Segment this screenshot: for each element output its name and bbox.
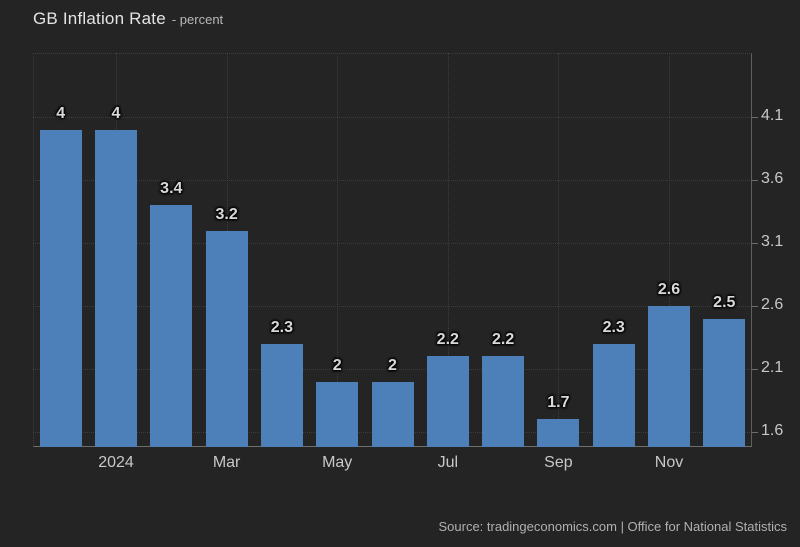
bar [592, 343, 635, 447]
bar-value-label: 2.2 [491, 331, 515, 349]
chart-title: GB Inflation Rate [33, 9, 166, 28]
x-tick-label: Sep [544, 454, 573, 471]
bar [482, 356, 525, 447]
x-tick-label: Jul [437, 454, 459, 471]
y-axis-tick [752, 306, 758, 307]
gridline-vertical [669, 53, 670, 447]
bar-value-label: 2.2 [436, 331, 459, 349]
bar-value-label: 2.6 [657, 281, 681, 298]
y-tick-label: 3.6 [761, 170, 784, 188]
bar-value-label: 4 [111, 104, 121, 122]
chart-subtitle: - percent [171, 12, 224, 27]
x-tick-label: Mar [212, 454, 241, 471]
bar [39, 129, 82, 447]
bar-value-label: 3.4 [160, 180, 183, 198]
bar-value-label: 3.2 [215, 205, 238, 223]
bar-value-label: 2.3 [602, 318, 625, 336]
bar-value-label: 4 [56, 104, 66, 122]
y-axis-tick [752, 431, 758, 433]
y-tick-label: 2.6 [761, 296, 784, 313]
y-tick-label: 1.6 [761, 421, 784, 439]
bar [205, 230, 248, 447]
bar [95, 129, 137, 447]
gridline-horizontal [33, 369, 752, 370]
x-tick-label: 2024 [98, 454, 134, 471]
bar-value-label: 2.3 [270, 318, 294, 336]
bar-value-label: 2.5 [713, 293, 736, 311]
bar-value-label: 2 [332, 356, 342, 374]
gridline-vertical [558, 53, 560, 447]
y-tick-label: 2.1 [761, 359, 784, 376]
bar [703, 318, 746, 447]
x-tick-label: Nov [654, 454, 684, 471]
x-tick-label: May [322, 454, 353, 471]
gridline-vertical [337, 53, 339, 447]
gridline-horizontal [33, 306, 752, 307]
bar [537, 419, 580, 447]
y-axis-tick [752, 243, 758, 245]
y-axis-tick [752, 117, 758, 119]
gridline-vertical [447, 53, 449, 447]
bar [150, 205, 193, 447]
bar-value-label: 2 [388, 356, 397, 374]
source-text: Source: tradingeconomics.com | Office fo… [438, 519, 787, 534]
bar [260, 343, 303, 447]
bar [426, 356, 469, 447]
y-tick-label: 3.1 [761, 233, 784, 251]
gridline-horizontal [33, 180, 752, 182]
bar [371, 381, 414, 447]
y-axis-tick [752, 369, 758, 370]
bar-value-label: 1.7 [547, 394, 570, 412]
y-tick-label: 4.1 [761, 107, 784, 125]
chart-header: GB Inflation Rate - percent [33, 9, 223, 29]
gridline-horizontal [33, 117, 752, 119]
bar [648, 306, 690, 447]
gridline-horizontal [33, 243, 752, 245]
bar [316, 381, 359, 447]
y-axis-tick [752, 180, 758, 182]
